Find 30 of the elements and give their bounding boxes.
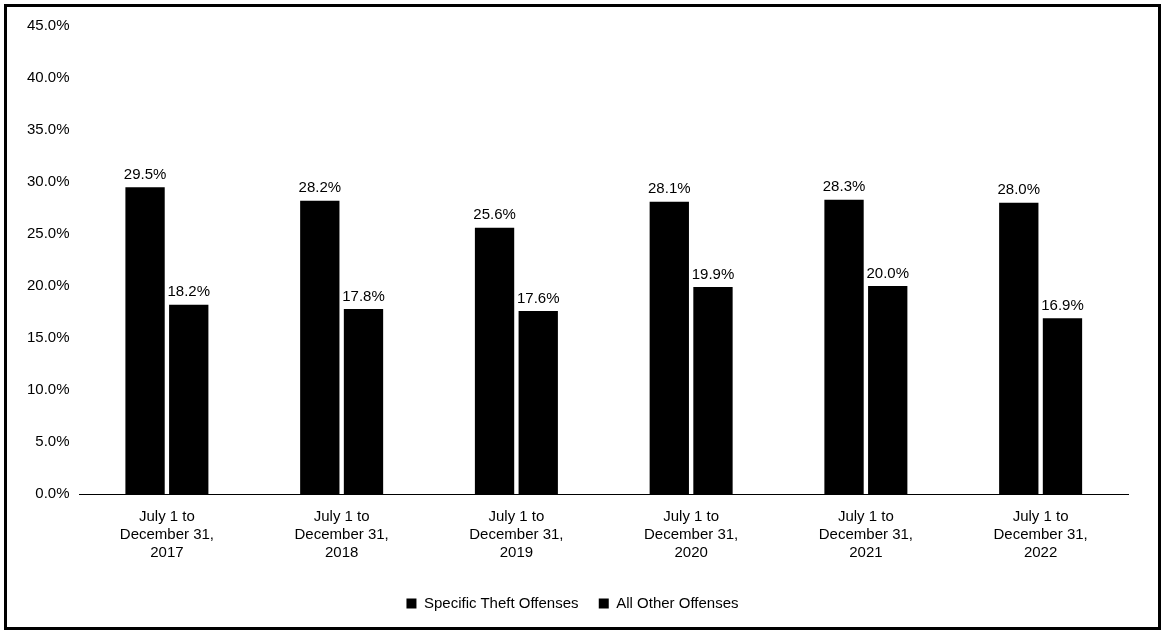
y-tick-label: 25.0% <box>26 224 70 242</box>
y-tick-label: 30.0% <box>26 172 70 190</box>
y-tick-label: 0.0% <box>35 484 70 502</box>
y-tick-label: 45.0% <box>26 16 70 34</box>
data-label: 28.3% <box>822 177 866 195</box>
x-tick-label: July 1 to December 31, 2022 <box>993 507 1088 561</box>
data-label: 28.2% <box>298 178 342 196</box>
y-tick-label: 10.0% <box>26 380 70 398</box>
data-label: 16.9% <box>1041 295 1084 313</box>
data-label: 17.6% <box>516 288 560 306</box>
y-tick-label: 40.0% <box>26 68 70 86</box>
data-label: 29.5% <box>123 164 167 182</box>
data-label: 25.6% <box>473 205 516 223</box>
data-label: 18.2% <box>167 282 211 300</box>
legend-label: Specific Theft Offenses <box>423 593 579 611</box>
data-label: 19.9% <box>691 264 735 282</box>
y-tick-label: 20.0% <box>26 276 70 294</box>
data-label: 20.0% <box>866 263 909 281</box>
x-tick-label: July 1 to December 31, 2019 <box>469 507 564 561</box>
x-tick-label: July 1 to December 31, 2017 <box>119 507 215 561</box>
legend-label: All Other Offenses <box>616 593 739 611</box>
x-tick-label: July 1 to December 31, 2020 <box>644 507 739 561</box>
data-label: 17.8% <box>342 286 385 304</box>
y-tick-label: 35.0% <box>26 120 70 138</box>
x-tick-label: July 1 to December 31, 2018 <box>294 507 389 561</box>
data-label: 28.1% <box>648 179 691 197</box>
x-tick-label: July 1 to December 31, 2021 <box>818 507 913 561</box>
y-tick-label: 15.0% <box>26 328 70 346</box>
data-label: 28.0% <box>997 180 1041 198</box>
y-tick-label: 5.0% <box>35 432 70 450</box>
